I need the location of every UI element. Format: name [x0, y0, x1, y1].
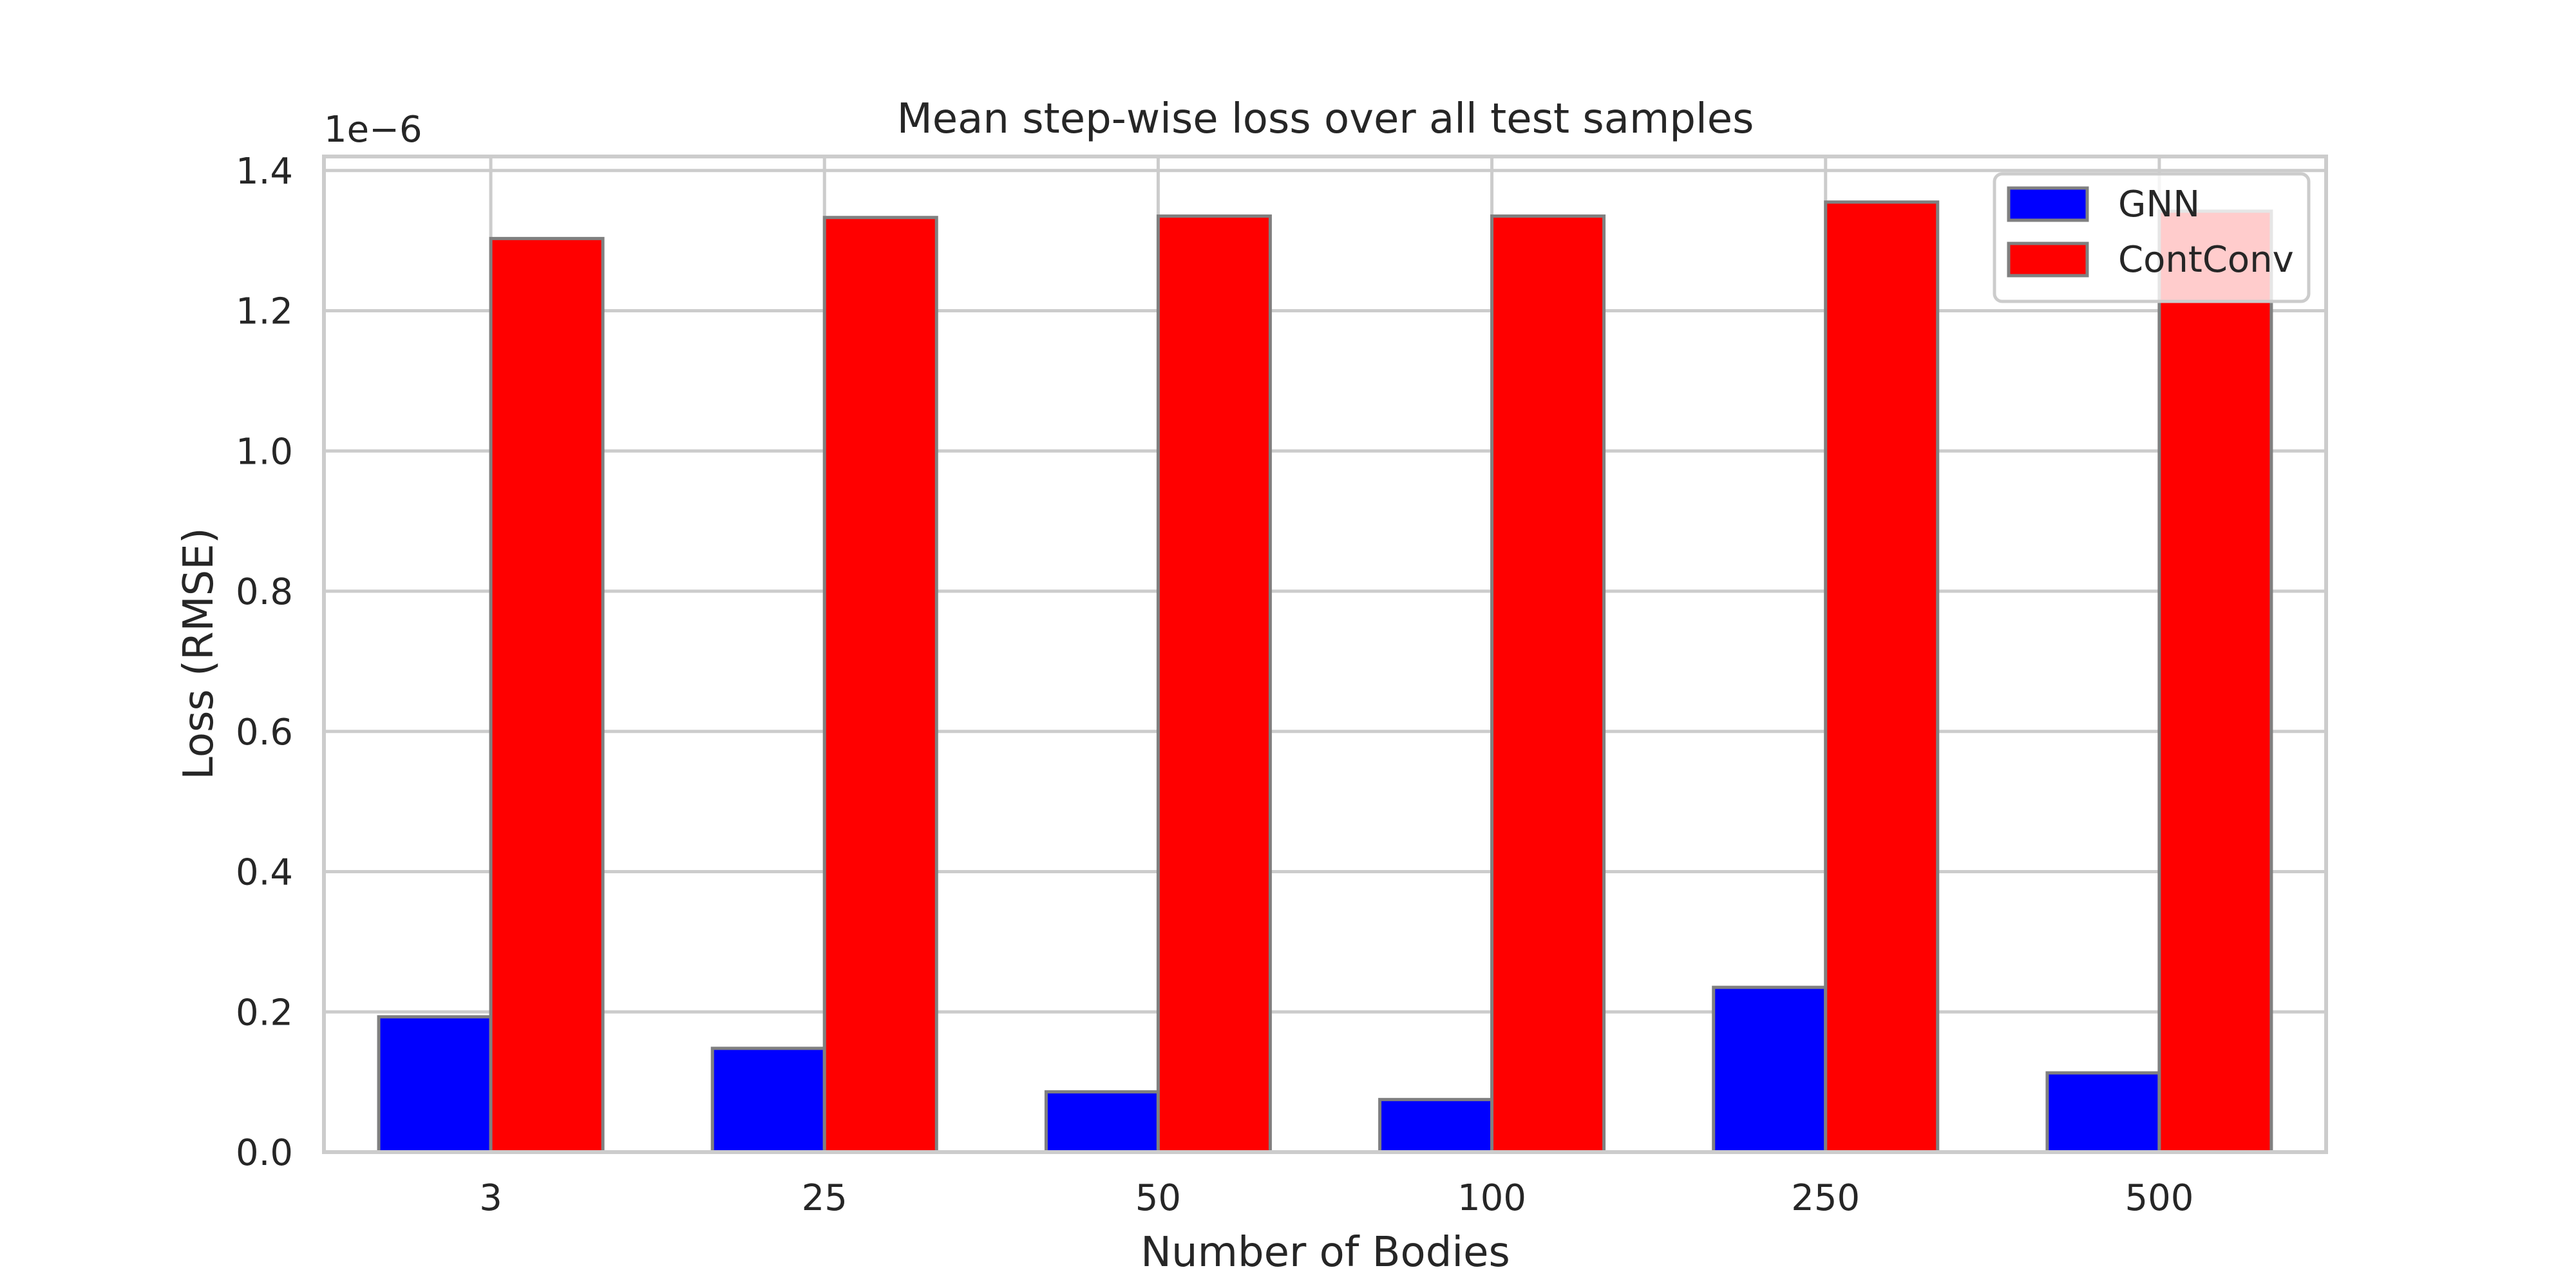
- bar-gnn-50: [1044, 1090, 1160, 1154]
- bar-contconv-500: [2157, 209, 2273, 1154]
- legend-swatch-gnn: [2007, 186, 2089, 222]
- bar-gnn-250: [1712, 985, 1828, 1154]
- x-tick-label: 100: [1457, 1177, 1526, 1219]
- bar-contconv-25: [822, 216, 938, 1154]
- x-tick-label: 250: [1791, 1177, 1860, 1219]
- y-tick-label: 0.6: [236, 712, 293, 753]
- y-tick-label: 1.4: [236, 151, 293, 193]
- y-axis-label: Loss (RMSE): [175, 527, 223, 779]
- x-tick-label: 25: [802, 1177, 848, 1219]
- legend-label-contconv: ContConv: [2118, 239, 2294, 281]
- bar-gnn-100: [1378, 1097, 1494, 1154]
- bar-gnn-500: [2045, 1071, 2161, 1154]
- x-axis-label: Number of Bodies: [1141, 1229, 1510, 1276]
- tick-labels: 0.0 0.2 0.4 0.6 0.8 1.0 1.2 1.4 3 25 50 100 250 500: [236, 151, 2193, 1219]
- grid: [324, 156, 2326, 1154]
- y-offset-text: 1e−6: [324, 109, 422, 151]
- bars: [377, 200, 2273, 1154]
- y-tick-label: 0.0: [236, 1132, 293, 1174]
- bar-contconv-3: [489, 236, 605, 1154]
- legend-swatch-contconv: [2007, 242, 2089, 278]
- x-tick-label: 500: [2125, 1177, 2193, 1219]
- x-tick-label: 3: [479, 1177, 502, 1219]
- x-tick-label: 50: [1135, 1177, 1181, 1219]
- y-tick-label: 1.0: [236, 431, 293, 473]
- legend-label-gnn: GNN: [2118, 184, 2200, 225]
- bar-gnn-25: [710, 1046, 826, 1154]
- bar-gnn-3: [377, 1015, 493, 1154]
- y-tick-label: 0.8: [236, 571, 293, 613]
- chart-title: Mean step-wise loss over all test sample…: [897, 95, 1754, 143]
- bar-contconv-100: [1490, 214, 1606, 1154]
- legend: GNN ContConv: [1993, 172, 2311, 303]
- y-tick-label: 0.2: [236, 992, 293, 1034]
- y-tick-label: 1.2: [236, 291, 293, 333]
- plot-area-frame: [322, 155, 2328, 1154]
- bar-contconv-50: [1156, 214, 1272, 1154]
- bar-contconv-250: [1824, 200, 1940, 1154]
- y-tick-label: 0.4: [236, 852, 293, 894]
